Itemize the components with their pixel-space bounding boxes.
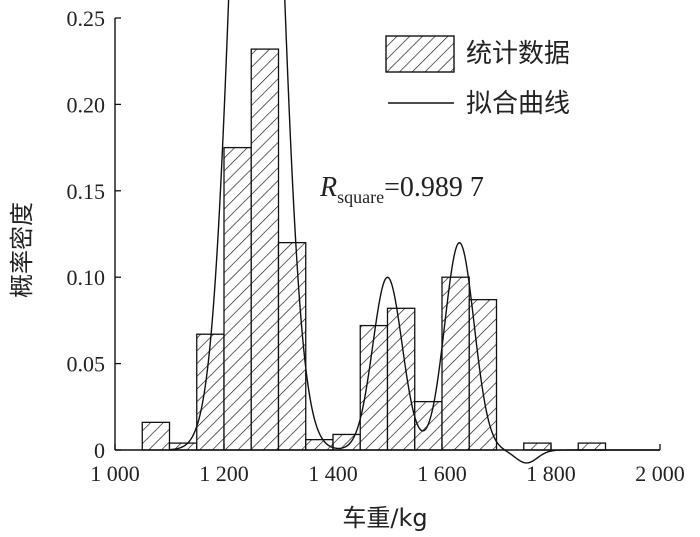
x-tick-label: 1 400 [308, 461, 358, 486]
histogram-bar [223, 146, 252, 451]
y-tick-label: 0.05 [67, 352, 106, 377]
histogram-bar [523, 442, 552, 451]
histogram-bar [250, 48, 280, 451]
y-tick-label: 0.10 [67, 265, 106, 290]
histogram-bar [386, 307, 416, 451]
x-tick-label: 1 800 [526, 461, 576, 486]
histogram-bar [441, 276, 470, 451]
x-tick-label: 1 000 [90, 461, 140, 486]
r-square-symbol: R [319, 172, 337, 203]
y-tick-label: 0.20 [67, 92, 106, 117]
y-axis-label: 概率密度 [8, 202, 36, 298]
x-axis-label: 车重/kg [342, 504, 427, 532]
histogram-bar [359, 324, 389, 451]
histogram-bar [196, 333, 225, 451]
r-square-value: =0.989 7 [384, 172, 484, 203]
x-tick-label: 2 000 [635, 461, 685, 486]
y-tick-label: 0 [94, 438, 105, 463]
histogram-bar [577, 442, 607, 451]
x-tick-label: 1 600 [417, 461, 467, 486]
histogram-bar [414, 400, 443, 451]
axes: 1 000 1 200 1 400 1 600 1 800 2 000 0 0.05 0.10… [67, 6, 685, 486]
r-square-annotation: Rsquare=0.989 7 [319, 172, 484, 207]
y-tick-label: 0.15 [67, 179, 106, 204]
legend-swatch-histogram [385, 35, 455, 73]
x-ticks: 1 000 1 200 1 400 1 600 1 800 2 000 [90, 444, 685, 486]
x-tick-label: 1 200 [199, 461, 249, 486]
histogram-bar [141, 421, 171, 451]
y-tick-label: 0.25 [67, 6, 106, 31]
legend-label-histogram: 统计数据 [466, 39, 570, 69]
y-ticks: 0 0.05 0.10 0.15 0.20 0.25 [67, 6, 121, 463]
histogram-bar [277, 241, 307, 451]
r-square-subscript: square [337, 187, 384, 207]
legend: 统计数据 拟合曲线 [385, 35, 570, 119]
histogram-bars [141, 48, 607, 451]
legend-label-curve: 拟合曲线 [466, 89, 570, 119]
